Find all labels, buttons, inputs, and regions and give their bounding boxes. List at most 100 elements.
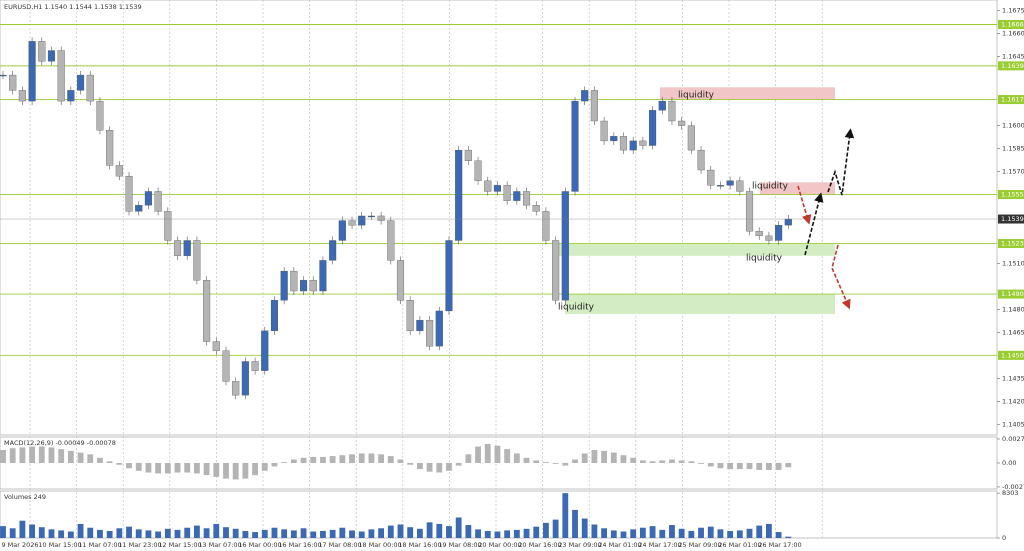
candle-body [736, 180, 744, 192]
candle-body [571, 100, 579, 192]
candle-body [367, 215, 375, 218]
y-tick-label: 1.1465 [1002, 328, 1024, 336]
candle-body [532, 205, 540, 212]
bar [213, 463, 220, 477]
bar [368, 529, 375, 538]
bar [785, 463, 792, 468]
candle-body [581, 90, 589, 102]
candle-body [765, 235, 773, 241]
bar [475, 446, 481, 463]
y-tick-label: 8303 [1002, 489, 1019, 497]
bar [533, 526, 540, 538]
bar [349, 454, 355, 463]
bar [358, 453, 365, 463]
bar [329, 529, 336, 538]
y-tick-label: -0.00276 [1002, 483, 1024, 491]
level-tag [998, 350, 1024, 360]
bar [717, 463, 724, 469]
level-tag [998, 20, 1024, 30]
bar [649, 461, 656, 463]
current-price-label: 1.1539 [1001, 215, 1024, 223]
candle-body [106, 130, 114, 166]
candle-body [319, 260, 327, 292]
candle-body [435, 310, 443, 347]
bar [688, 530, 695, 538]
time-label: 16 Mar 00:00 [238, 541, 281, 549]
bar [281, 462, 288, 463]
time-label: 10 Mar 15:00 [38, 541, 81, 549]
bar [48, 447, 55, 463]
bar [397, 459, 404, 463]
candle-body [493, 185, 501, 192]
time-label: 18 Mar 00:00 [358, 541, 401, 549]
bar [174, 463, 181, 473]
candle-body [426, 319, 434, 347]
candle-body [668, 100, 676, 122]
arrow [827, 128, 855, 196]
bar [736, 530, 743, 538]
bar [552, 463, 559, 464]
candle-body [144, 191, 152, 206]
bar [97, 529, 103, 538]
bar [562, 463, 569, 466]
bar [387, 456, 394, 463]
bar [426, 522, 433, 538]
candle-body [358, 215, 366, 226]
bar [436, 463, 443, 473]
y-tick-label: 1.1570 [1002, 168, 1024, 176]
candle-body [173, 240, 182, 256]
candle-body [290, 270, 298, 292]
bar [494, 445, 501, 463]
candle-body [135, 205, 143, 212]
bar [223, 463, 229, 479]
level-tag [998, 61, 1024, 71]
candle-body [67, 90, 75, 102]
bar [533, 460, 540, 463]
bar [775, 532, 782, 538]
liquidity-zone [660, 87, 835, 100]
bar [126, 526, 132, 538]
bar [77, 523, 84, 538]
bar [698, 463, 704, 464]
bar [368, 453, 375, 463]
bar [261, 463, 268, 471]
time-label: 25 Mar 09:00 [678, 541, 721, 549]
bar [193, 463, 200, 474]
bar [465, 525, 472, 538]
bar [135, 529, 142, 538]
candle-body [474, 160, 482, 181]
liquidity-zone [565, 294, 835, 314]
liquidity-zone [555, 243, 835, 256]
bar [116, 463, 123, 465]
time-label: 26 Mar 17:00 [758, 541, 801, 549]
level-label: 1.1555 [1001, 191, 1024, 199]
bar [29, 524, 35, 538]
bar [639, 527, 646, 538]
bar [504, 449, 511, 463]
candle-body [300, 280, 308, 292]
candle-body [600, 120, 608, 142]
bar [184, 527, 191, 538]
candle-body [203, 280, 211, 342]
time-label: 23 Mar 09:00 [558, 541, 601, 549]
candle-body [658, 100, 666, 111]
candle-body [232, 381, 240, 396]
bar [639, 460, 646, 463]
candle-body [47, 50, 56, 62]
bar [164, 528, 171, 538]
y-tick-label: 1.1480 [1002, 305, 1024, 313]
bar [504, 530, 511, 538]
level-label: 1.1523 [1001, 240, 1024, 248]
arrow [804, 192, 824, 256]
bar [436, 523, 443, 538]
time-label: 24 Mar 17:00 [638, 541, 681, 549]
bar [698, 527, 704, 538]
y-tick-label: 1.1675 [1002, 7, 1024, 15]
time-label: 11 Mar 23:00 [118, 541, 161, 549]
time-label: 19 Mar 08:00 [438, 541, 481, 549]
liquidity-zone [760, 182, 835, 195]
bar [581, 453, 588, 463]
bar [746, 528, 753, 538]
bar [727, 463, 734, 470]
bar [232, 528, 239, 538]
